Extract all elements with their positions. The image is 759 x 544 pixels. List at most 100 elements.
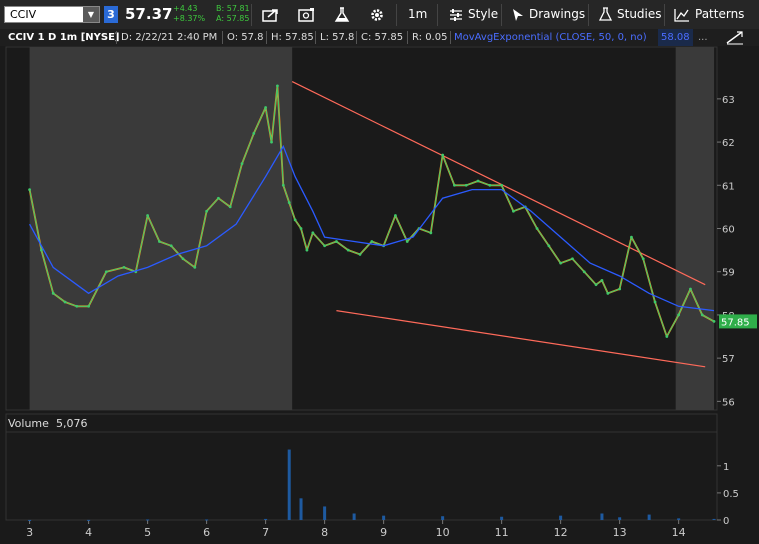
price-point [405, 240, 409, 243]
price-point [665, 335, 669, 338]
price-point [63, 300, 67, 304]
volume-bar [647, 514, 651, 520]
flask-icon [599, 7, 612, 21]
toolbar-divider [588, 4, 589, 26]
price-point [689, 287, 692, 291]
info-divider [222, 31, 223, 44]
expand-button[interactable] [722, 29, 759, 46]
flask-icon [334, 6, 350, 22]
volume-bar [500, 516, 504, 520]
price-point [181, 257, 185, 261]
share-button[interactable] [262, 3, 280, 26]
volume-bar [287, 449, 291, 520]
price-point [270, 140, 273, 144]
x-tick-label: 7 [262, 526, 269, 539]
y-tick-label: 63 [722, 95, 735, 106]
volume-label: Volume [8, 417, 49, 430]
chart-info-bar: CCIV 1 D 1m [NYSE] D: 2/22/21 2:40 PM O:… [0, 29, 759, 46]
snapshot-icon [298, 7, 314, 22]
studies-label: Studies [617, 7, 662, 21]
net-change: +4.43 [173, 4, 198, 13]
style-button[interactable]: Style [449, 3, 498, 26]
drawings-label: Drawings [529, 7, 586, 21]
volume-tick-label: 0 [723, 516, 729, 527]
y-tick-label: 57 [722, 354, 735, 365]
info-divider [450, 31, 451, 44]
price-point [700, 313, 704, 317]
price-point [677, 313, 681, 317]
volume-bar [28, 519, 32, 521]
price-point [193, 265, 197, 269]
drawings-button[interactable]: Drawings [512, 3, 585, 26]
study-label[interactable]: MovAvgExponential (CLOSE, 50, 0, no) [454, 32, 647, 43]
price-point [535, 227, 539, 230]
price-point [87, 304, 91, 308]
price-point [547, 244, 551, 248]
info-divider [116, 31, 117, 44]
volume-panel [5, 413, 718, 521]
x-tick-label: 5 [144, 526, 151, 539]
x-tick-label: 4 [85, 526, 92, 539]
studies-button[interactable]: Studies [599, 3, 662, 26]
volume-bar [87, 519, 91, 521]
price-point [358, 253, 362, 256]
price-point [293, 218, 297, 222]
trendline [336, 310, 706, 368]
price-point [641, 257, 645, 261]
volume-bar [559, 515, 563, 520]
volume-bar [677, 518, 681, 520]
price-point [559, 261, 563, 265]
price-point [40, 248, 43, 252]
volume-bar [146, 519, 150, 521]
price-point [571, 257, 574, 261]
more-menu[interactable]: ... [698, 32, 708, 43]
price-point [429, 231, 433, 235]
extended-hours-shade [29, 47, 293, 410]
volume-bar [264, 518, 268, 520]
x-tick-label: 6 [203, 526, 210, 539]
volume-bar [205, 519, 209, 521]
symbol-input[interactable]: CCIV ▼ [4, 6, 100, 23]
price-point [323, 244, 327, 248]
info-divider [356, 31, 357, 44]
timeframe-button[interactable]: 1m [408, 3, 427, 26]
price-tag [719, 314, 757, 329]
price-point [281, 183, 285, 187]
volume-bar [323, 506, 327, 520]
x-tick-label: 14 [672, 526, 686, 539]
x-tick-label: 3 [26, 526, 33, 539]
price-change: +4.43 +8.37% [173, 4, 205, 24]
info-divider [315, 31, 316, 44]
price-point [205, 209, 209, 213]
toolbar-divider [396, 4, 397, 26]
y-tick-label: 59 [722, 268, 735, 279]
price-point [28, 188, 32, 192]
patterns-label: Patterns [695, 7, 745, 21]
price-point [287, 201, 291, 204]
volume-bar [352, 513, 356, 520]
link-group-badge[interactable]: 3 [104, 6, 118, 23]
bid-price: B: 57.81 [216, 4, 250, 13]
price-point [582, 270, 586, 274]
thinkscript-lab-button[interactable] [334, 3, 350, 26]
info-range: R: 0.05 [412, 32, 448, 43]
info-divider [266, 31, 267, 44]
settings-button[interactable] [369, 3, 385, 26]
price-point [630, 235, 633, 239]
volume-bar [618, 517, 622, 520]
timeframe-label: 1m [408, 7, 428, 21]
price-point [158, 240, 161, 243]
toolbar-divider [251, 4, 252, 26]
patterns-button[interactable]: Patterns [674, 3, 744, 26]
snapshot-button[interactable] [298, 3, 316, 26]
y-tick-label: 61 [722, 181, 735, 192]
last-price: 57.37 [125, 5, 173, 23]
price-point [441, 153, 445, 157]
price-point [346, 248, 350, 252]
cursor-icon [513, 8, 523, 21]
symbol-dropdown-icon[interactable]: ▼ [83, 7, 99, 22]
gear-icon [371, 8, 383, 21]
price-point [51, 291, 55, 295]
volume-bar [600, 513, 604, 520]
